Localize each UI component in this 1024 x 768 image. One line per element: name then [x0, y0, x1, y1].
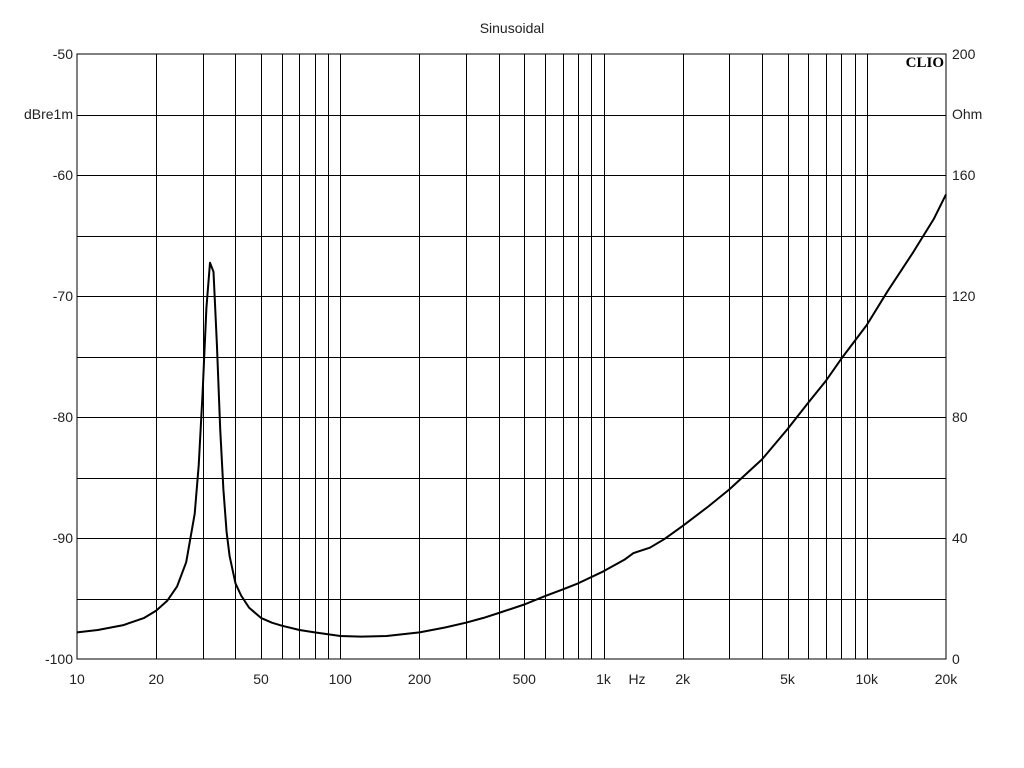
x-tick-label: 50 [253, 671, 269, 687]
x-tick-label: 2k [675, 671, 691, 687]
x-tick-label: 10 [69, 671, 85, 687]
x-tick-label: 20k [935, 671, 959, 687]
plot-frame [76, 53, 947, 660]
x-tick-label: 1k [596, 671, 612, 687]
y-right-tick-label: 80 [952, 409, 968, 425]
x-tick-label: 10k [855, 671, 879, 687]
x-tick-label: 500 [513, 671, 537, 687]
y-right-unit-label: Ohm [952, 106, 982, 122]
y-right-tick-label: 160 [952, 167, 976, 183]
x-tick-label: 100 [329, 671, 353, 687]
x-tick-label: 20 [148, 671, 164, 687]
y-left-tick-label: -80 [53, 409, 73, 425]
y-right-tick-label: 200 [952, 46, 976, 62]
chart-title: Sinusoidal [480, 20, 545, 36]
grid-lines [77, 54, 946, 659]
y-right-tick-label: 120 [952, 288, 976, 304]
brand-label: CLIO [906, 55, 944, 71]
y-left-tick-label: -90 [53, 530, 73, 546]
tick-labels: 10 20 50 100 200 500 1k 2k 5k 10k 20k -50 -60 -70 -80 -… [45, 46, 976, 687]
y-right-tick-label: 40 [952, 530, 968, 546]
y-right-tick-label: 0 [952, 651, 960, 667]
x-tick-label: 5k [780, 671, 796, 687]
y-left-tick-label: -60 [53, 167, 73, 183]
y-left-tick-label: -100 [45, 651, 73, 667]
y-left-tick-label: -70 [53, 288, 73, 304]
impedance-curve [76, 193, 947, 638]
x-tick-label: 200 [408, 671, 432, 687]
x-unit-label: Hz [628, 671, 645, 687]
y-left-unit-label: dBre1m [24, 106, 73, 122]
y-left-tick-label: -50 [53, 46, 73, 62]
